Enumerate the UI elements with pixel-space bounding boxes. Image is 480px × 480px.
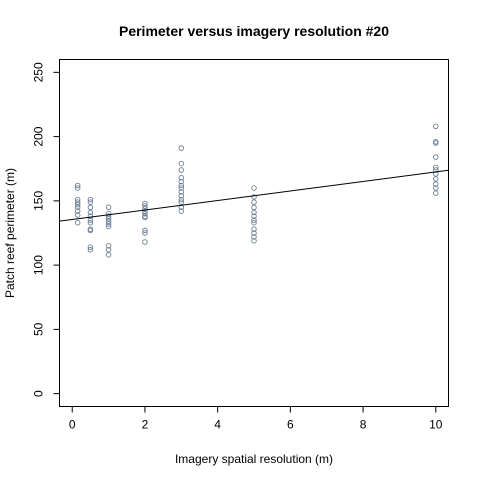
data-point <box>433 181 439 187</box>
y-axis: 0 50 100 150 200 250 <box>32 62 60 397</box>
data-point <box>178 167 185 173</box>
data-point <box>142 200 148 207</box>
y-tick-label: 100 <box>32 255 46 275</box>
data-point <box>105 218 112 225</box>
data-point <box>433 123 439 130</box>
data-point <box>178 182 185 189</box>
data-point <box>87 213 94 220</box>
data-point <box>251 226 257 232</box>
data-point <box>87 209 94 216</box>
data-point <box>251 217 257 223</box>
data-point <box>178 192 185 199</box>
regression-line <box>59 169 449 222</box>
data-point <box>74 185 81 191</box>
data-point <box>87 227 94 234</box>
data-point <box>178 174 185 181</box>
x-tick-label: 10 <box>429 418 443 432</box>
data-point <box>105 223 112 230</box>
data-point <box>105 210 112 217</box>
data-point <box>433 176 439 182</box>
data-point <box>251 209 257 216</box>
data-point <box>433 190 439 196</box>
data-point <box>142 214 148 221</box>
y-tick-label: 250 <box>32 62 46 82</box>
data-point <box>105 243 112 249</box>
data-point <box>74 199 81 205</box>
data-point <box>87 217 94 223</box>
plot-frame <box>59 59 449 407</box>
data-point <box>251 194 257 200</box>
x-axis: 0 2 4 6 8 10 <box>69 406 443 432</box>
data-point <box>142 205 148 212</box>
data-point <box>251 237 257 244</box>
x-axis-label: Imagery spatial resolution (m) <box>175 452 333 466</box>
data-point <box>178 145 185 151</box>
data-point <box>433 164 439 171</box>
data-point <box>87 246 94 253</box>
y-tick-label: 150 <box>32 191 46 211</box>
data-point <box>87 219 94 226</box>
data-point <box>105 216 112 222</box>
data-point <box>251 234 257 240</box>
data-point <box>178 160 185 167</box>
data-point <box>178 196 185 203</box>
data-point <box>251 199 257 205</box>
data-point <box>251 204 257 211</box>
x-tick-label: 6 <box>287 418 294 432</box>
data-point <box>178 185 185 191</box>
data-point <box>105 213 112 220</box>
data-point <box>251 185 257 191</box>
data-point <box>433 185 439 191</box>
data-point <box>87 199 94 205</box>
x-tick-label: 8 <box>360 418 367 432</box>
data-point <box>105 204 112 211</box>
data-point <box>74 182 81 189</box>
data-point <box>433 154 439 160</box>
data-point <box>74 204 81 211</box>
fit-line-group <box>59 169 449 222</box>
data-point <box>142 239 148 245</box>
data-point <box>74 201 81 208</box>
y-axis-label: Patch reef perimeter (m) <box>3 168 17 298</box>
data-point <box>142 227 148 234</box>
data-point <box>433 140 439 146</box>
data-point <box>251 230 257 236</box>
data-point <box>251 213 257 220</box>
x-tick-label: 0 <box>69 418 76 432</box>
y-tick-label: 200 <box>32 126 46 146</box>
data-point <box>105 221 112 227</box>
data-point <box>142 208 148 214</box>
data-point <box>87 196 94 203</box>
data-point <box>178 178 185 185</box>
data-point <box>178 189 185 195</box>
y-tick-label: 0 <box>32 390 46 397</box>
x-tick-label: 4 <box>214 418 221 432</box>
data-point <box>142 210 148 217</box>
data-point <box>251 219 257 226</box>
data-point <box>105 246 112 253</box>
x-tick-label: 2 <box>142 418 149 432</box>
data-point <box>87 204 94 211</box>
chart-title: Perimeter versus imagery resolution #20 <box>119 23 389 39</box>
data-point <box>74 196 81 203</box>
data-point <box>178 208 185 214</box>
data-point <box>74 219 81 226</box>
data-points <box>74 123 439 258</box>
y-tick-label: 50 <box>32 322 46 336</box>
data-point <box>142 203 148 209</box>
data-point <box>74 212 81 218</box>
data-point <box>87 244 94 250</box>
data-point <box>142 230 148 236</box>
data-point <box>74 208 81 214</box>
data-point <box>105 252 112 258</box>
data-point <box>178 199 185 205</box>
